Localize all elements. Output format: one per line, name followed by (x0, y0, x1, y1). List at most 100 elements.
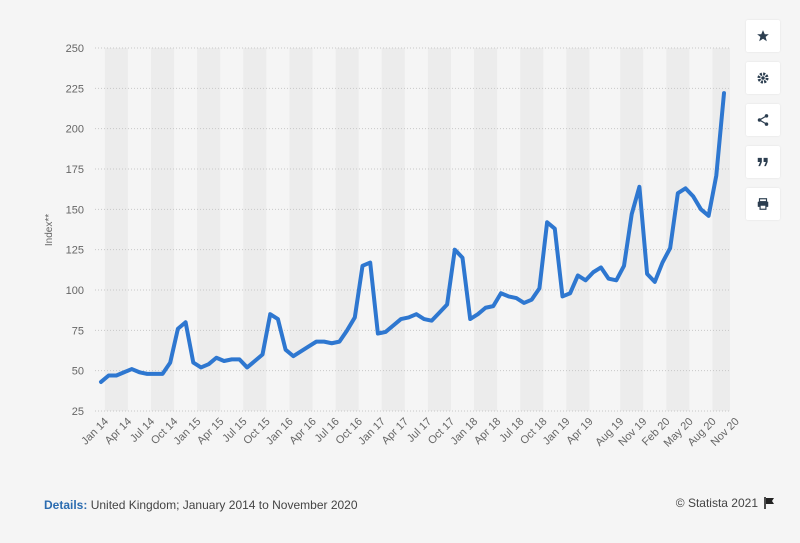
data-point[interactable] (98, 379, 104, 385)
data-point[interactable] (383, 329, 389, 335)
data-point[interactable] (706, 213, 712, 219)
data-point[interactable] (552, 226, 558, 232)
data-point[interactable] (652, 279, 658, 285)
data-point[interactable] (406, 314, 412, 320)
x-tick-label: Apr 18 (472, 416, 503, 447)
data-point[interactable] (483, 305, 489, 311)
data-point[interactable] (244, 364, 250, 370)
data-point[interactable] (606, 276, 612, 282)
cite-button[interactable] (746, 146, 780, 178)
x-tick-label: Apr 17 (380, 416, 411, 447)
data-point[interactable] (521, 300, 527, 306)
data-point[interactable] (698, 206, 704, 212)
settings-button[interactable] (746, 62, 780, 94)
data-point[interactable] (360, 263, 366, 269)
data-point[interactable] (375, 331, 381, 337)
data-point[interactable] (513, 295, 519, 301)
data-point[interactable] (321, 339, 327, 345)
data-point[interactable] (590, 269, 596, 275)
data-point[interactable] (444, 302, 450, 308)
data-point[interactable] (575, 272, 581, 278)
data-point[interactable] (106, 373, 112, 379)
data-point[interactable] (298, 348, 304, 354)
data-point[interactable] (344, 327, 350, 333)
data-point[interactable] (336, 339, 342, 345)
data-point[interactable] (621, 263, 627, 269)
data-point[interactable] (675, 190, 681, 196)
data-point[interactable] (313, 339, 319, 345)
data-point[interactable] (636, 184, 642, 190)
data-point[interactable] (644, 271, 650, 277)
data-point[interactable] (498, 290, 504, 296)
data-point[interactable] (559, 293, 565, 299)
data-point[interactable] (613, 277, 619, 283)
data-point[interactable] (721, 90, 727, 96)
data-point[interactable] (421, 316, 427, 322)
data-point[interactable] (544, 219, 550, 225)
data-point[interactable] (683, 185, 689, 191)
data-point[interactable] (198, 364, 204, 370)
details-note: Details: United Kingdom; January 2014 to… (44, 498, 358, 512)
chart-band (566, 48, 590, 411)
data-point[interactable] (283, 347, 289, 353)
data-point[interactable] (267, 311, 273, 317)
data-point[interactable] (367, 260, 373, 266)
data-point[interactable] (160, 371, 166, 377)
data-point[interactable] (467, 316, 473, 322)
data-point[interactable] (436, 310, 442, 316)
data-point[interactable] (390, 322, 396, 328)
data-point[interactable] (506, 293, 512, 299)
data-point[interactable] (690, 193, 696, 199)
data-point[interactable] (329, 340, 335, 346)
data-point[interactable] (213, 355, 219, 361)
data-point[interactable] (129, 366, 135, 372)
data-point[interactable] (713, 172, 719, 178)
data-point[interactable] (275, 316, 281, 322)
data-point[interactable] (206, 361, 212, 367)
data-point[interactable] (629, 211, 635, 217)
data-point[interactable] (113, 373, 119, 379)
data-point[interactable] (583, 277, 589, 283)
data-point[interactable] (429, 318, 435, 324)
y-tick-label: 225 (66, 83, 84, 95)
data-point[interactable] (136, 369, 142, 375)
chart-band (620, 48, 644, 411)
data-point[interactable] (152, 371, 158, 377)
data-point[interactable] (144, 371, 150, 377)
data-point[interactable] (667, 245, 673, 251)
gear-icon (757, 72, 769, 84)
data-point[interactable] (252, 358, 258, 364)
data-point[interactable] (167, 360, 173, 366)
data-point[interactable] (352, 314, 358, 320)
data-point[interactable] (398, 316, 404, 322)
data-point[interactable] (290, 353, 296, 359)
data-point[interactable] (190, 360, 196, 366)
data-point[interactable] (490, 303, 496, 309)
data-point[interactable] (598, 264, 604, 270)
data-point[interactable] (221, 358, 227, 364)
print-button[interactable] (746, 188, 780, 220)
data-point[interactable] (229, 356, 235, 362)
data-point[interactable] (475, 311, 481, 317)
data-point[interactable] (459, 255, 465, 261)
chart-band (289, 48, 313, 411)
x-tick-label: Apr 14 (103, 416, 134, 447)
data-point[interactable] (536, 285, 542, 291)
data-point[interactable] (413, 311, 419, 317)
favorite-button[interactable] (746, 20, 780, 52)
data-point[interactable] (452, 247, 458, 253)
data-point[interactable] (659, 260, 665, 266)
chart-bands (104, 48, 730, 411)
data-point[interactable] (529, 297, 535, 303)
flag-icon (764, 497, 774, 509)
share-button[interactable] (746, 104, 780, 136)
data-point[interactable] (306, 343, 312, 349)
data-point[interactable] (260, 352, 266, 358)
data-point[interactable] (175, 326, 181, 332)
data-point[interactable] (567, 290, 573, 296)
data-point[interactable] (183, 319, 189, 325)
data-point[interactable] (121, 369, 127, 375)
data-point[interactable] (236, 356, 242, 362)
source-credit[interactable]: © Statista 2021 (676, 496, 776, 510)
